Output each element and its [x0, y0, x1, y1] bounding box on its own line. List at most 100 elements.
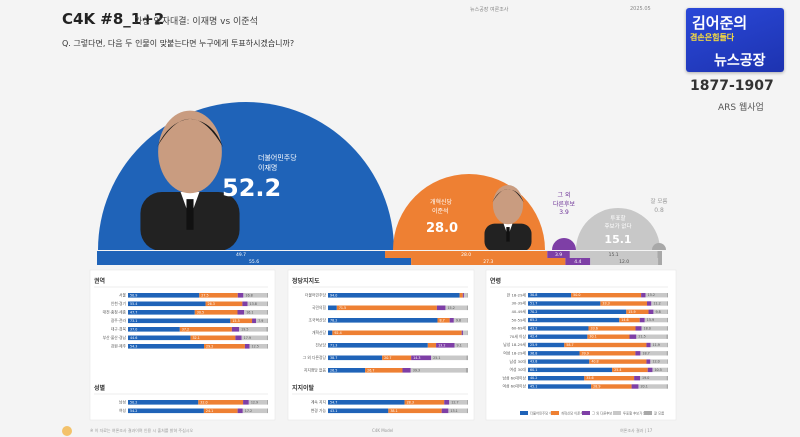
- gender-bar-1-3: [242, 408, 267, 414]
- age-bar-6-4: [667, 342, 668, 348]
- party-val-6-0: 26.5: [330, 368, 337, 372]
- region-bar-3-2: [252, 318, 257, 324]
- age-cat-8: 남성 30대: [509, 359, 526, 364]
- stack-bottom-label-2: 4.4: [574, 259, 581, 265]
- age-bar-8-0: [528, 359, 590, 364]
- age-cat-4: 60-69세: [511, 326, 526, 331]
- region-val-6-3: 12.5: [252, 344, 259, 348]
- age-bar-4-1: [588, 326, 636, 331]
- gender-bar-1-0: [128, 408, 204, 414]
- region-bar-3-3: [256, 318, 268, 324]
- age-bar-0-2: [641, 293, 646, 298]
- age-bar-4-0: [528, 326, 589, 331]
- party-bar-0-1: [459, 293, 463, 298]
- party-bar-2-4: [467, 318, 468, 323]
- region-bar-0-1: [199, 293, 238, 298]
- age-bar-5-4: [666, 334, 668, 339]
- age-val-10-1: 35.6: [586, 376, 593, 380]
- region-bar-2-0: [128, 310, 195, 315]
- region-val-0-1: 27.5: [201, 293, 208, 297]
- region-bar-4-4: [266, 327, 268, 332]
- age-val-3-3: 15.9: [647, 318, 654, 322]
- age-bar-7-0: [528, 351, 580, 356]
- party-val-4-0: 71.3: [330, 343, 337, 347]
- region-bar-1-2: [242, 301, 248, 307]
- region-val-5-1: 32.1: [192, 336, 199, 340]
- party-val-0-0: 94.0: [330, 293, 337, 297]
- region-bar-0-2: [237, 293, 244, 298]
- age-bar-2-3: [653, 309, 668, 314]
- age-bar-5-1: [587, 334, 630, 339]
- support-bar-1-4: [466, 408, 468, 414]
- age-bar-1-0: [528, 301, 601, 306]
- support-val-0-0: 54.7: [330, 400, 337, 404]
- support-bar-1-2: [441, 408, 449, 414]
- age-val-11-3: 20.1: [640, 385, 647, 389]
- legend-swatch-1: [551, 411, 559, 415]
- age-val-10-0: 40.2: [530, 376, 537, 380]
- region-bar-1-4: [266, 301, 268, 307]
- age-bar-10-4: [666, 376, 668, 381]
- party-bar-2-0: [328, 318, 438, 323]
- age-bar-3-2: [639, 317, 645, 323]
- age-val-7-1: 39.9: [582, 351, 589, 355]
- party-bar-1-4: [466, 305, 468, 311]
- ars-phone-number: 1877-1907: [690, 78, 774, 94]
- region-bar-6-4: [267, 344, 268, 349]
- age-bar-3-4: [667, 317, 668, 323]
- age-val-5-3: 21.5: [638, 335, 645, 339]
- age-bar-1-3: [651, 301, 668, 306]
- age-cat-1: 30-39세: [511, 301, 526, 306]
- page-code: C4K #8_1+2: [62, 10, 165, 28]
- support-bar-0-3: [449, 400, 468, 405]
- age-cat-9: 여성 30대: [509, 367, 526, 372]
- age-bar-6-2: [646, 342, 651, 348]
- label-none-name: 후보가 없다: [604, 222, 631, 230]
- stack-bottom-seg-4: [658, 258, 662, 265]
- stack-bottom-label-3: 12.0: [619, 259, 629, 265]
- stack-top-seg-0: [97, 251, 386, 258]
- age-bar-5-0: [528, 334, 588, 339]
- region-bar-5-3: [241, 335, 267, 341]
- header-meta-right: 2025.05: [630, 6, 651, 12]
- news-factory-logo: 김어준의 겸손은힘들다 뉴스공장: [686, 8, 784, 72]
- region-bar-4-1: [179, 327, 232, 332]
- region-cat-6: 강원·제주: [111, 344, 127, 349]
- support-bar-1-3: [448, 408, 467, 414]
- party-bar-4-2: [436, 343, 455, 348]
- gender-bar-0-1: [198, 400, 244, 405]
- region-bar-4-3: [239, 327, 267, 332]
- region-val-5-0: 44.6: [130, 336, 137, 340]
- support-bar-0-1: [404, 400, 445, 405]
- age-bar-1-2: [647, 301, 652, 306]
- party-val-4-3: 9.1: [457, 343, 462, 347]
- gender-val-0-1: 32.0: [200, 400, 207, 404]
- age-bar-0-4: [666, 293, 668, 298]
- party-cat-2: 조국혁신당: [309, 318, 327, 323]
- region-bar-6-0: [128, 344, 205, 349]
- gender-bar-0-0: [128, 400, 199, 405]
- gender-title: 성별: [94, 384, 106, 392]
- age-bar-10-3: [640, 376, 667, 381]
- age-title: 연령: [490, 277, 501, 285]
- party-bar-1-3: [445, 305, 467, 311]
- region-val-0-0: 50.9: [130, 293, 137, 297]
- legend-swatch-2: [582, 411, 590, 415]
- region-bar-2-3: [244, 310, 267, 315]
- footer-note: ※ 이 자료는 여론조사 결과이며 인용 시 출처를 밝혀 주십시오: [90, 428, 194, 433]
- gender-bar-1-4: [266, 408, 268, 414]
- age-val-3-0: 65.2: [530, 318, 537, 322]
- stack-top-label-1: 28.0: [461, 252, 471, 258]
- region-bar-0-4: [266, 293, 268, 298]
- party-bar-4-3: [454, 343, 468, 348]
- legend-label-3: 투표할 후보가 없다: [623, 411, 649, 416]
- region-bar-3-1: [230, 318, 253, 324]
- value-none: 15.1: [604, 233, 631, 246]
- age-val-11-0: 45.1: [530, 385, 537, 389]
- gender-val-1-0: 54.2: [130, 409, 137, 413]
- legend-label-2: 그 외 다른후보: [592, 411, 612, 416]
- age-bar-7-4: [666, 351, 668, 356]
- region-title: 권역: [94, 277, 105, 285]
- party-bar-2-2: [449, 318, 454, 323]
